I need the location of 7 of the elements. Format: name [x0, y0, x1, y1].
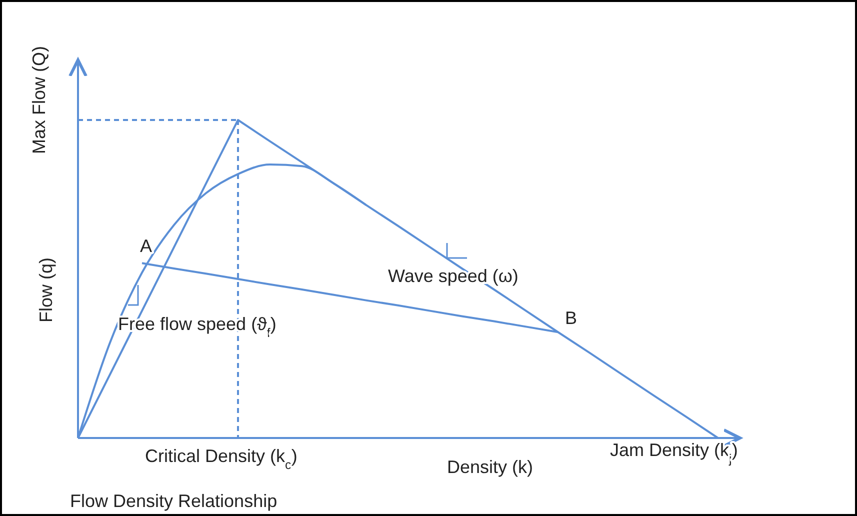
y-axis-title: Flow (q)	[36, 257, 56, 323]
text: Max Flow (Q)	[29, 46, 49, 154]
annotation: B	[565, 308, 578, 328]
annotation: A	[140, 236, 152, 256]
text: Critical Density (k$_{c}$)	[145, 446, 298, 472]
x-axis-title: Density (k)	[446, 457, 534, 477]
text: Flow Density Relationship	[70, 491, 278, 511]
